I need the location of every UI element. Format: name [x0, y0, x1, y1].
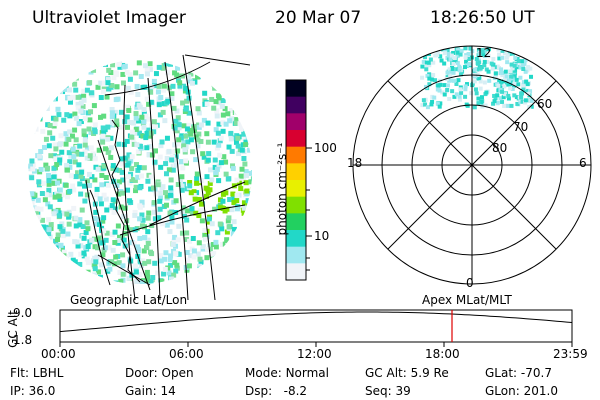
coastline	[111, 119, 141, 283]
colorbar-tick-10: 10	[314, 229, 330, 243]
geographic-caption: Geographic Lat/Lon	[70, 293, 188, 307]
mlt-label-0: 0	[466, 276, 474, 290]
mlt-label-6: 6	[579, 156, 587, 170]
polar-image	[352, 45, 592, 285]
timeline-ytick-bottom: 1.8	[13, 333, 33, 347]
gcalt-readout: GC Alt: 5.9 Re	[365, 366, 449, 380]
timeline-xtick: 18:00	[425, 347, 460, 361]
timeline-xtick: 12:00	[297, 347, 332, 361]
timeline-ylabel: GC Alt	[6, 310, 20, 348]
door-readout: Door: Open	[125, 366, 194, 380]
mode-readout: Mode: Normal	[245, 366, 329, 380]
gain-readout: Gain: 14	[125, 384, 176, 398]
glat-readout: GLat: -70.7	[485, 366, 552, 380]
instrument-title: Ultraviolet Imager	[32, 8, 186, 28]
dsp-readout: Dsp: -8.2	[245, 384, 308, 398]
timeline-xtick: 00:00	[41, 347, 76, 361]
mlt-label-18: 18	[347, 156, 363, 170]
filter-readout: Flt: LBHL	[10, 366, 64, 380]
timeline-xtick: 06:00	[169, 347, 204, 361]
mlt-label-12: 12	[476, 46, 492, 60]
color-bar	[286, 80, 306, 281]
ip-readout: IP: 36.0	[10, 384, 56, 398]
timeline-xtick: 23:59	[553, 347, 588, 361]
colorbar-label: photon cm⁻²s⁻¹	[275, 142, 289, 236]
glon-readout: GLon: 201.0	[485, 384, 558, 398]
date-label: 20 Mar 07	[275, 8, 362, 28]
seq-readout: Seq: 39	[365, 384, 411, 398]
colorbar-tick-100: 100	[314, 141, 337, 155]
time-label: 18:26:50 UT	[430, 8, 535, 28]
timeline-ytick-top: 9.0	[13, 306, 33, 320]
geographic-image	[28, 54, 252, 301]
mlat-label-70: 70	[513, 120, 529, 134]
mlat-label-80: 80	[492, 141, 508, 155]
polar-caption: Apex MLat/MLT	[422, 293, 512, 307]
altitude-timeline	[59, 309, 573, 347]
mlat-label-60: 60	[537, 97, 553, 111]
